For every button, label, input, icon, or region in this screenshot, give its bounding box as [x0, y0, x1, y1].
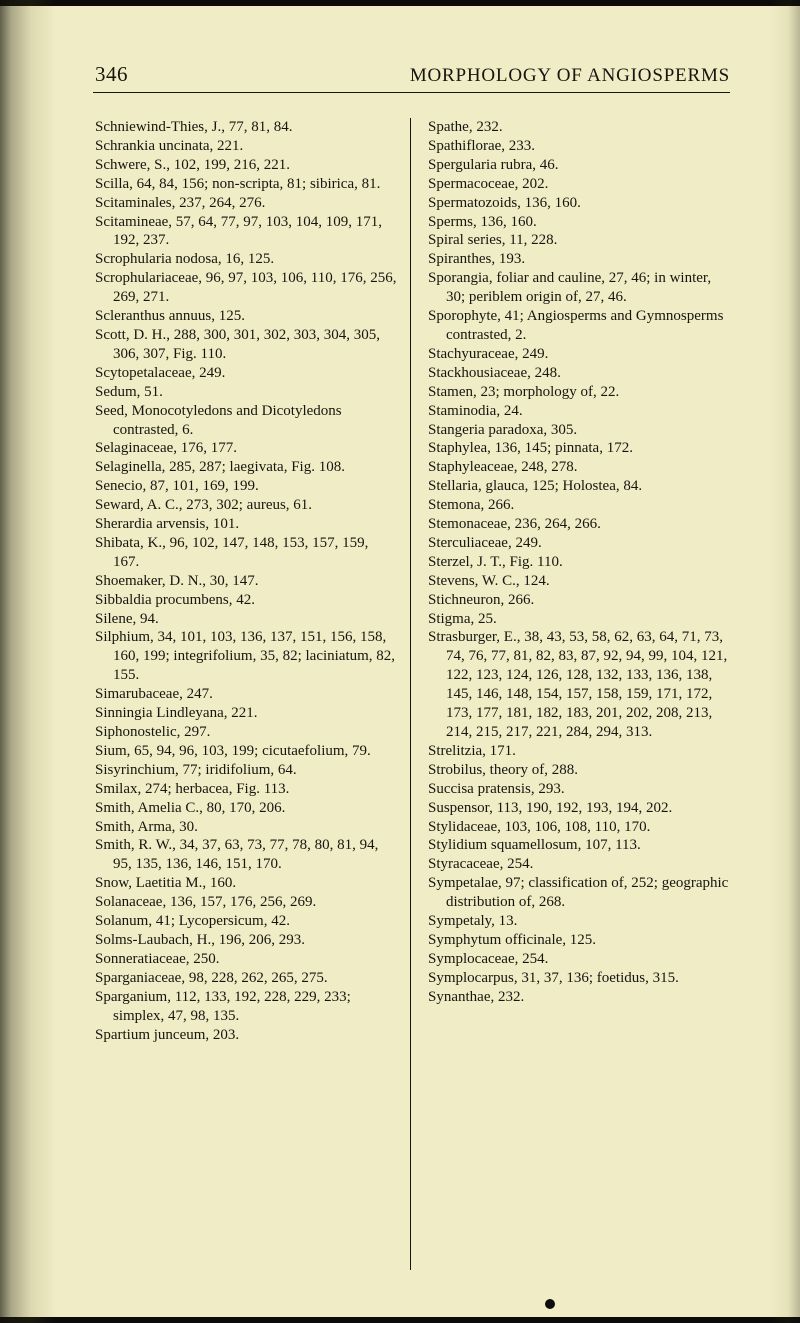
ink-dot	[545, 1299, 555, 1309]
index-entry: Staphyleaceae, 248, 278.	[428, 458, 730, 477]
index-entry: Spiranthes, 193.	[428, 250, 730, 269]
index-entry: Stellaria, glauca, 125; Holostea, 84.	[428, 477, 730, 496]
index-entry: Silphium, 34, 101, 103, 136, 137, 151, 1…	[95, 628, 397, 685]
index-entry: Stevens, W. C., 124.	[428, 572, 730, 591]
index-entry: Scrophulariaceae, 96, 97, 103, 106, 110,…	[95, 269, 397, 307]
page-header: 346 MORPHOLOGY OF ANGIOSPERMS	[95, 62, 730, 87]
index-entry: Spergularia rubra, 46.	[428, 156, 730, 175]
index-entry: Smith, Amelia C., 80, 170, 206.	[95, 799, 397, 818]
index-entry: Sporophyte, 41; Angiosperms and Gymnospe…	[428, 307, 730, 345]
index-entry: Symplocarpus, 31, 37, 136; foetidus, 315…	[428, 969, 730, 988]
index-entry: Sporangia, foliar and cauline, 27, 46; i…	[428, 269, 730, 307]
index-entry: Seed, Monocotyledons and Dicotyledons co…	[95, 402, 397, 440]
index-entry: Sympetaly, 13.	[428, 912, 730, 931]
index-entry: Senecio, 87, 101, 169, 199.	[95, 477, 397, 496]
index-entry: Siphonostelic, 297.	[95, 723, 397, 742]
index-entry: Stylidium squamellosum, 107, 113.	[428, 836, 730, 855]
index-entry: Sherardia arvensis, 101.	[95, 515, 397, 534]
index-entry: Sparganium, 112, 133, 192, 228, 229, 233…	[95, 988, 397, 1026]
index-column-right: Spathe, 232.Spathiflorae, 233.Spergulari…	[428, 118, 730, 1007]
index-entry: Schrankia uncinata, 221.	[95, 137, 397, 156]
index-entry: Strasburger, E., 38, 43, 53, 58, 62, 63,…	[428, 628, 730, 741]
page-number: 346	[95, 62, 128, 87]
right-edge-shadow	[770, 0, 800, 1323]
index-entry: Sisyrinchium, 77; iridifolium, 64.	[95, 761, 397, 780]
index-entry: Stangeria paradoxa, 305.	[428, 421, 730, 440]
index-entry: Stigma, 25.	[428, 610, 730, 629]
index-entry: Stemonaceae, 236, 264, 266.	[428, 515, 730, 534]
index-entry: Stachyuraceae, 249.	[428, 345, 730, 364]
index-entry: Stichneuron, 266.	[428, 591, 730, 610]
index-entry: Scitamineae, 57, 64, 77, 97, 103, 104, 1…	[95, 213, 397, 251]
index-entry: Smith, R. W., 34, 37, 63, 73, 77, 78, 80…	[95, 836, 397, 874]
index-entry: Snow, Laetitia M., 160.	[95, 874, 397, 893]
index-entry: Scilla, 64, 84, 156; non-scripta, 81; si…	[95, 175, 397, 194]
index-entry: Stylidaceae, 103, 106, 108, 110, 170.	[428, 818, 730, 837]
index-entry: Spermacoceae, 202.	[428, 175, 730, 194]
index-entry: Spathe, 232.	[428, 118, 730, 137]
index-entry: Sonneratiaceae, 250.	[95, 950, 397, 969]
index-entry: Solanaceae, 136, 157, 176, 256, 269.	[95, 893, 397, 912]
index-entry: Staphylea, 136, 145; pinnata, 172.	[428, 439, 730, 458]
index-entry: Suspensor, 113, 190, 192, 193, 194, 202.	[428, 799, 730, 818]
index-entry: Sinningia Lindleyana, 221.	[95, 704, 397, 723]
index-entry: Strobilus, theory of, 288.	[428, 761, 730, 780]
index-entry: Sympetalae, 97; classification of, 252; …	[428, 874, 730, 912]
index-entry: Stemona, 266.	[428, 496, 730, 515]
index-entry: Scrophularia nodosa, 16, 125.	[95, 250, 397, 269]
index-entry: Stackhousiaceae, 248.	[428, 364, 730, 383]
index-entry: Symplocaceae, 254.	[428, 950, 730, 969]
index-entry: Sterculiaceae, 249.	[428, 534, 730, 553]
page-edge-top	[0, 0, 800, 6]
index-entry: Sium, 65, 94, 96, 103, 199; cicutaefoliu…	[95, 742, 397, 761]
page-edge-bottom	[0, 1317, 800, 1323]
index-entry: Sparganiaceae, 98, 228, 262, 265, 275.	[95, 969, 397, 988]
index-entry: Shibata, K., 96, 102, 147, 148, 153, 157…	[95, 534, 397, 572]
index-entry: Smith, Arma, 30.	[95, 818, 397, 837]
index-entry: Stamen, 23; morphology of, 22.	[428, 383, 730, 402]
index-entry: Solanum, 41; Lycopersicum, 42.	[95, 912, 397, 931]
index-entry: Sperms, 136, 160.	[428, 213, 730, 232]
index-entry: Spiral series, 11, 228.	[428, 231, 730, 250]
index-entry: Spermatozoids, 136, 160.	[428, 194, 730, 213]
index-entry: Seward, A. C., 273, 302; aureus, 61.	[95, 496, 397, 515]
index-entry: Styracaceae, 254.	[428, 855, 730, 874]
index-entry: Silene, 94.	[95, 610, 397, 629]
index-entry: Succisa pratensis, 293.	[428, 780, 730, 799]
index-entry: Scott, D. H., 288, 300, 301, 302, 303, 3…	[95, 326, 397, 364]
index-entry: Scitaminales, 237, 264, 276.	[95, 194, 397, 213]
index-entry: Schwere, S., 102, 199, 216, 221.	[95, 156, 397, 175]
index-entry: Selaginaceae, 176, 177.	[95, 439, 397, 458]
header-rule	[93, 92, 730, 93]
index-entry: Sedum, 51.	[95, 383, 397, 402]
index-entry: Smilax, 274; herbacea, Fig. 113.	[95, 780, 397, 799]
index-entry: Solms-Laubach, H., 196, 206, 293.	[95, 931, 397, 950]
index-entry: Spathiflorae, 233.	[428, 137, 730, 156]
index-entry: Scleranthus annuus, 125.	[95, 307, 397, 326]
index-entry: Strelitzia, 171.	[428, 742, 730, 761]
index-entry: Sibbaldia procumbens, 42.	[95, 591, 397, 610]
column-divider	[410, 118, 411, 1270]
index-column-left: Schniewind-Thies, J., 77, 81, 84.Schrank…	[95, 118, 397, 1044]
index-entry: Spartium junceum, 203.	[95, 1026, 397, 1045]
index-entry: Symphytum officinale, 125.	[428, 931, 730, 950]
index-entry: Shoemaker, D. N., 30, 147.	[95, 572, 397, 591]
index-entry: Sterzel, J. T., Fig. 110.	[428, 553, 730, 572]
index-entry: Simarubaceae, 247.	[95, 685, 397, 704]
index-entry: Scytopetalaceae, 249.	[95, 364, 397, 383]
index-entry: Synanthae, 232.	[428, 988, 730, 1007]
running-title: MORPHOLOGY OF ANGIOSPERMS	[410, 65, 730, 87]
gutter-shadow	[0, 0, 56, 1323]
index-entry: Schniewind-Thies, J., 77, 81, 84.	[95, 118, 397, 137]
index-entry: Selaginella, 285, 287; laegivata, Fig. 1…	[95, 458, 397, 477]
book-page: 346 MORPHOLOGY OF ANGIOSPERMS Schniewind…	[0, 0, 800, 1323]
index-entry: Staminodia, 24.	[428, 402, 730, 421]
